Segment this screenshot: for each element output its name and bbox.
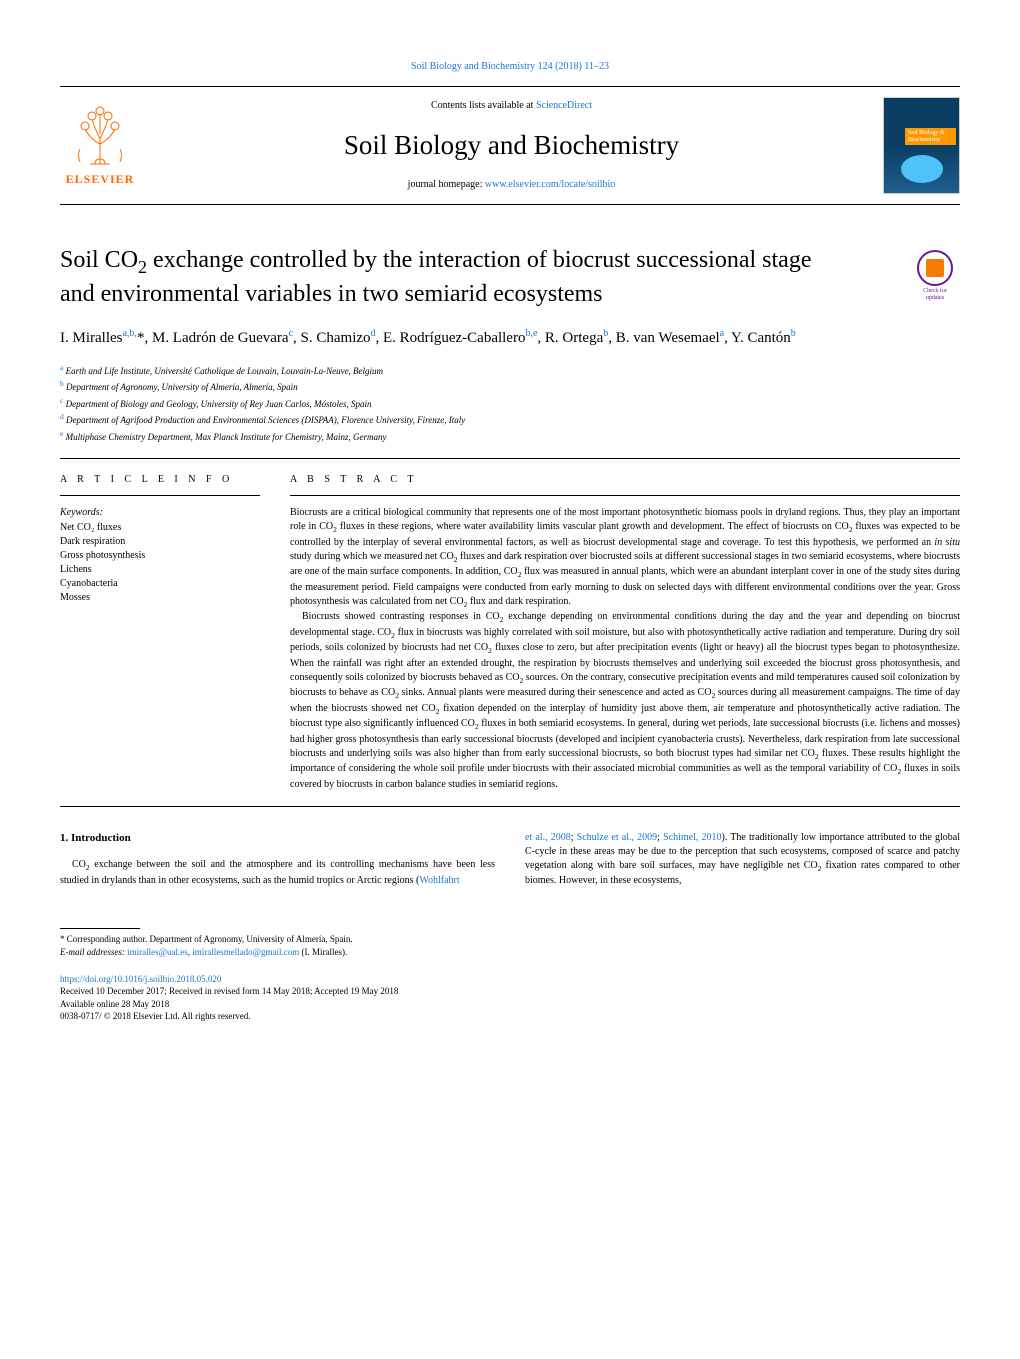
email-link-2[interactable]: imirallesmellado@gmail.com xyxy=(192,947,299,957)
cover-globe-icon xyxy=(901,155,943,183)
elsevier-logo[interactable]: ELSEVIER xyxy=(60,101,140,191)
affiliation-line: c Department of Biology and Geology, Uni… xyxy=(60,395,960,412)
check-updates-badge[interactable]: Check forupdates xyxy=(910,250,960,301)
intro-p2: et al., 2008; Schulze et al., 2009; Schi… xyxy=(525,831,960,889)
affiliation-line: e Multiphase Chemistry Department, Max P… xyxy=(60,428,960,445)
received-line: Received 10 December 2017; Received in r… xyxy=(60,985,960,998)
citation-link[interactable]: Soil Biology and Biochemistry 124 (2018)… xyxy=(411,61,609,72)
intro-section: 1. Introduction CO2 exchange between the… xyxy=(60,831,960,889)
cover-label: Soil Biology & Biochemistry xyxy=(905,128,956,145)
copyright-line: 0038-0717/ © 2018 Elsevier Ltd. All righ… xyxy=(60,1010,960,1023)
abstract-p2: Biocrusts showed contrasting responses i… xyxy=(290,610,960,792)
check-updates-icon xyxy=(917,250,953,286)
keyword: Cyanobacteria xyxy=(60,577,260,591)
keyword: Mosses xyxy=(60,591,260,605)
journal-cover[interactable]: Soil Biology & Biochemistry xyxy=(883,97,960,194)
homepage-link[interactable]: www.elsevier.com/locate/soilbio xyxy=(485,179,615,190)
affiliation-line: b Department of Agronomy, University of … xyxy=(60,378,960,395)
homepage-line: journal homepage: www.elsevier.com/locat… xyxy=(160,178,863,192)
abstract-text: Biocrusts are a critical biological comm… xyxy=(290,506,960,792)
email-line: E-mail addresses: imiralles@ual.es, imir… xyxy=(60,946,960,959)
article-info-col: A R T I C L E I N F O Keywords: Net CO₂ … xyxy=(60,459,260,792)
keywords-list: Net CO₂ fluxesDark respirationGross phot… xyxy=(60,521,260,605)
abstract-p1: Biocrusts are a critical biological comm… xyxy=(290,506,960,610)
masthead-center: Contents lists available at ScienceDirec… xyxy=(160,99,863,193)
info-rule xyxy=(60,495,260,496)
keyword: Lichens xyxy=(60,563,260,577)
homepage-prefix: journal homepage: xyxy=(408,179,485,190)
check-updates-text: Check forupdates xyxy=(910,288,960,301)
authors: I. Mirallesa,b,*, M. Ladrón de Guevarac,… xyxy=(60,326,960,350)
intro-heading: 1. Introduction xyxy=(60,831,495,846)
affiliation-line: a Earth and Life Institute, Université C… xyxy=(60,362,960,379)
affiliation-line: d Department of Agrifood Production and … xyxy=(60,411,960,428)
elsevier-text: ELSEVIER xyxy=(66,171,135,188)
sciencedirect-link[interactable]: ScienceDirect xyxy=(536,100,592,111)
article-title: Soil CO2 exchange controlled by the inte… xyxy=(60,245,840,310)
keywords-label: Keywords: xyxy=(60,506,260,520)
email-link-1[interactable]: imiralles@ual.es xyxy=(127,947,188,957)
footer: * Corresponding author. Department of Ag… xyxy=(60,928,960,1023)
intro-p1: CO2 exchange between the soil and the at… xyxy=(60,858,495,888)
info-abstract-row: A R T I C L E I N F O Keywords: Net CO₂ … xyxy=(60,458,960,792)
available-line: Available online 28 May 2018 xyxy=(60,998,960,1011)
contents-line: Contents lists available at ScienceDirec… xyxy=(160,99,863,113)
rule-masthead-bottom xyxy=(60,204,960,205)
intro-col-right: et al., 2008; Schulze et al., 2009; Schi… xyxy=(525,831,960,889)
article-header: Check forupdates Soil CO2 exchange contr… xyxy=(60,245,960,444)
footer-rule xyxy=(60,928,140,929)
contents-prefix: Contents lists available at xyxy=(431,100,536,111)
keyword: Gross photosynthesis xyxy=(60,549,260,563)
article-info-label: A R T I C L E I N F O xyxy=(60,473,260,487)
header-citation: Soil Biology and Biochemistry 124 (2018)… xyxy=(60,60,960,74)
rule-abstract-bottom xyxy=(60,806,960,807)
abstract-col: A B S T R A C T Biocrusts are a critical… xyxy=(290,459,960,792)
intro-col-left: 1. Introduction CO2 exchange between the… xyxy=(60,831,495,889)
abstract-label: A B S T R A C T xyxy=(290,473,960,487)
masthead: ELSEVIER Contents lists available at Sci… xyxy=(60,87,960,204)
journal-title: Soil Biology and Biochemistry xyxy=(160,127,863,165)
abstract-rule xyxy=(290,495,960,496)
corresponding-author: * Corresponding author. Department of Ag… xyxy=(60,933,960,946)
doi-link[interactable]: https://doi.org/10.1016/j.soilbio.2018.0… xyxy=(60,974,221,984)
keyword: Dark respiration xyxy=(60,535,260,549)
keyword: Net CO₂ fluxes xyxy=(60,521,260,535)
elsevier-tree-icon xyxy=(65,104,135,169)
affiliations: a Earth and Life Institute, Université C… xyxy=(60,362,960,445)
